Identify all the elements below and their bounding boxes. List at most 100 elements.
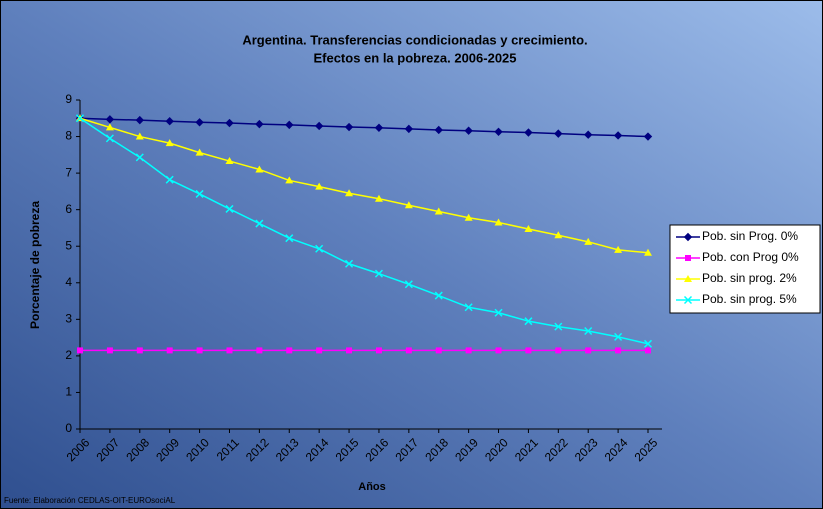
point-marker [584,237,593,245]
point-marker [524,128,533,137]
point-marker [643,339,653,348]
y-tick-label: 8 [65,129,72,143]
point-marker [165,139,174,147]
point-marker [315,182,324,190]
point-marker [256,347,263,354]
point-marker [135,115,144,125]
point-marker [346,347,353,354]
point-marker [105,123,114,131]
y-tick-label: 9 [65,92,72,106]
legend-marker [683,232,693,242]
point-marker [494,218,503,226]
point-marker [464,126,473,135]
point-marker [345,259,354,268]
point-marker [316,347,323,354]
point-marker [614,245,623,253]
legend-label: Pob. sin prog. 5% [702,292,797,306]
point-marker [584,327,593,336]
chart-subtitle: Efectos en la pobreza. 2006-2025 [313,50,516,65]
point-marker [195,118,204,127]
point-marker [434,207,443,215]
point-marker [464,213,473,221]
point-marker [434,291,443,300]
point-marker [644,248,652,256]
point-marker [285,176,294,184]
point-marker [225,118,234,128]
point-marker [255,219,264,228]
y-tick-label: 4 [65,275,72,289]
point-marker [615,347,622,354]
point-marker [555,347,562,354]
point-marker [344,122,354,132]
y-tick-label: 3 [65,312,72,326]
point-marker [225,157,234,165]
point-marker [404,124,414,134]
point-marker [465,347,472,354]
point-marker [435,347,442,354]
point-marker [645,347,651,354]
chart-title: Argentina. Transferencias condicionadas … [242,32,587,47]
point-marker [554,129,563,138]
point-marker [255,119,264,129]
point-marker [315,244,324,253]
point-marker [345,189,354,197]
y-tick-label: 1 [65,385,72,399]
point-marker [166,347,173,354]
point-marker [195,148,204,156]
point-marker [494,308,503,317]
point-marker [106,347,113,354]
series-line [79,117,649,345]
point-marker [585,347,592,354]
point-marker [494,127,503,137]
point-marker [286,347,293,354]
point-marker [196,347,203,354]
x-axis-label: Años [358,481,386,493]
point-marker [643,132,653,141]
point-marker [495,347,502,354]
point-marker [136,347,143,354]
point-marker [614,332,623,341]
point-marker [524,317,533,326]
point-marker [404,201,413,209]
point-marker [375,347,382,354]
point-marker [374,194,383,202]
point-marker [105,134,114,143]
point-marker [226,347,233,354]
point-marker [464,303,473,312]
point-marker [165,116,174,126]
series-line [79,117,649,254]
y-tick-label: 5 [65,238,72,252]
point-marker [165,175,174,184]
point-marker [285,120,294,130]
point-marker [524,225,533,233]
point-marker [77,347,83,354]
y-tick-label: 6 [65,202,72,216]
point-marker [525,347,532,354]
point-marker [135,132,144,140]
point-marker [374,269,383,278]
legend-box [669,224,821,314]
point-marker [75,114,85,123]
legend-label: Pob. sin Prog. 0% [702,229,798,243]
point-marker [285,234,294,243]
point-marker [135,153,144,162]
legend-marker [684,275,692,282]
point-marker [374,123,384,132]
y-axis-label: Porcentaje de pobreza [28,201,42,329]
legend-marker [685,255,691,261]
point-marker [584,130,593,139]
legend-label: Pob. sin prog. 2% [702,271,797,285]
point-marker [314,121,324,131]
series-line [79,117,649,138]
legend-marker [683,295,693,305]
point-marker [434,125,443,135]
point-marker [255,165,264,173]
legend-label: Pob. con Prog 0% [702,250,799,264]
y-tick-label: 2 [65,348,72,362]
point-marker [554,322,563,331]
y-tick-label: 0 [65,421,72,435]
point-marker [195,189,204,198]
point-marker [554,231,563,239]
